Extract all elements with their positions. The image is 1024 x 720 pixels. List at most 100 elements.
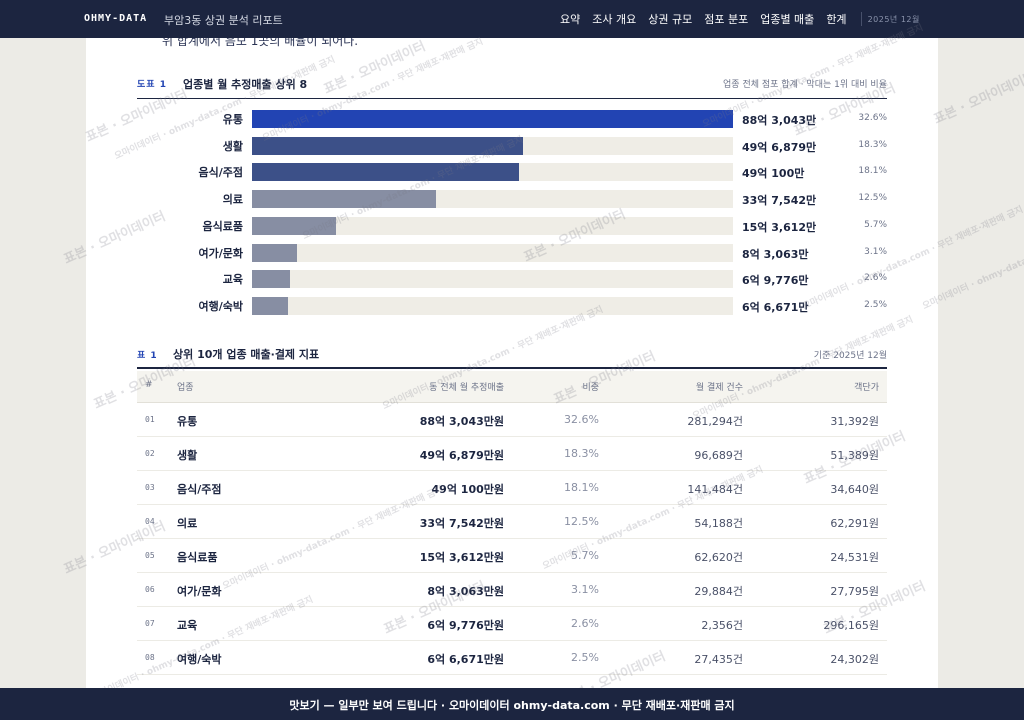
top-nav-bar: OHMY-DATA 부암3동 상권 분석 리포트 요약 조사 개요 상권 규모 … xyxy=(0,0,1024,38)
bar-track xyxy=(252,270,733,288)
bar-track xyxy=(252,110,733,128)
table-row: 08 여행/숙박 6억 6,671만원 2.5% 27,435건 24,302원 xyxy=(137,641,887,675)
share-cell: 32.6% xyxy=(564,413,599,426)
report-date: 2025년 12월 xyxy=(867,14,920,24)
share-cell: 12.5% xyxy=(564,515,599,528)
bar-row: 유통 88억 3,043만 32.6% xyxy=(137,110,887,128)
bar-value-label: 6억 6,671만 xyxy=(742,301,809,314)
bar-category-label: 교육 xyxy=(222,273,243,286)
nav-item-sales-by-industry[interactable]: 업종별 매출 xyxy=(760,13,815,26)
share-cell: 2.6% xyxy=(571,617,599,630)
monthly-sales-cell: 49억 100만원 xyxy=(431,483,504,496)
payment-count-cell: 29,884건 xyxy=(694,585,743,598)
nav-item-market-size[interactable]: 상권 규모 xyxy=(648,13,693,26)
industry-cell: 생활 xyxy=(177,449,198,462)
avg-ticket-cell: 34,640원 xyxy=(830,483,879,496)
bar-category-label: 여행/숙박 xyxy=(198,300,244,313)
report-page: 위 합계에서 음모 1곳의 배율이 되어다. 도표 1 업종별 월 추정매출 상… xyxy=(86,38,938,690)
nav-item-limitations[interactable]: 한계 xyxy=(826,13,847,26)
bar xyxy=(252,190,436,208)
rank-cell: 08 xyxy=(145,653,155,662)
column-header-avg-ticket: 객단가 xyxy=(854,383,879,393)
bar-share-label: 3.1% xyxy=(864,247,887,257)
table-column-headers: # 업종 동 전체 월 추정매출 비중 월 결제 건수 객단가 xyxy=(137,371,887,403)
monthly-sales-cell: 6억 9,776만원 xyxy=(427,619,504,632)
bar-share-label: 5.7% xyxy=(864,220,887,230)
rank-cell: 02 xyxy=(145,449,155,458)
bar-share-label: 18.3% xyxy=(858,140,887,150)
bar-row: 의료 33억 7,542만 12.5% xyxy=(137,190,887,208)
share-cell: 3.1% xyxy=(571,583,599,596)
bar-share-label: 2.5% xyxy=(864,300,887,310)
bar-category-label: 유통 xyxy=(222,113,243,126)
bar-track xyxy=(252,217,733,235)
figure-tag: 도표 1 xyxy=(137,80,167,90)
bar-row: 음식/주점 49억 100만 18.1% xyxy=(137,163,887,181)
payment-count-cell: 27,435건 xyxy=(694,653,743,666)
bar-track xyxy=(252,137,733,155)
figure-note: 업종 전체 점포 합계 · 막대는 1위 대비 비율 xyxy=(723,80,887,90)
nav-divider xyxy=(860,12,862,26)
intro-paragraph-fragment: 위 합계에서 음모 1곳의 배율이 되어다. xyxy=(162,38,359,48)
table-row: 03 음식/주점 49억 100만원 18.1% 141,484건 34,640원 xyxy=(137,471,887,505)
industry-cell: 음식/주점 xyxy=(177,483,222,496)
footer-notice: 맛보기 — 일부만 보여 드립니다 · 오마이데이터 ohmy-data.com… xyxy=(289,699,735,712)
monthly-sales-cell: 88억 3,043만원 xyxy=(419,415,504,428)
avg-ticket-cell: 51,389원 xyxy=(830,449,879,462)
table-row: 07 교육 6억 9,776만원 2.6% 2,356건 296,165원 xyxy=(137,607,887,641)
payment-count-cell: 54,188건 xyxy=(694,517,743,530)
nav-item-survey-overview[interactable]: 조사 개요 xyxy=(592,13,637,26)
rank-cell: 03 xyxy=(145,483,155,492)
column-header-payment-count: 월 결제 건수 xyxy=(695,383,743,393)
nav-item-store-distribution[interactable]: 점포 분포 xyxy=(704,13,749,26)
avg-ticket-cell: 31,392원 xyxy=(830,415,879,428)
brand-logo[interactable]: OHMY-DATA xyxy=(84,13,148,24)
bar-value-label: 88억 3,043만 xyxy=(742,114,817,127)
payment-count-cell: 96,689건 xyxy=(694,449,743,462)
table-row: 04 의료 33억 7,542만원 12.5% 54,188건 62,291원 xyxy=(137,505,887,539)
bar-row: 여행/숙박 6억 6,671만 2.5% xyxy=(137,297,887,315)
table-tag: 표 1 xyxy=(137,351,158,361)
industry-cell: 유통 xyxy=(177,415,198,428)
industry-cell: 여가/문화 xyxy=(177,585,222,598)
rank-cell: 04 xyxy=(145,517,155,526)
rank-cell: 07 xyxy=(145,619,155,628)
monthly-sales-cell: 49억 6,879만원 xyxy=(419,449,504,462)
bar xyxy=(252,217,336,235)
table-row: 02 생활 49억 6,879만원 18.3% 96,689건 51,389원 xyxy=(137,437,887,471)
share-cell: 18.3% xyxy=(564,447,599,460)
avg-ticket-cell: 62,291원 xyxy=(830,517,879,530)
rank-cell: 01 xyxy=(145,415,155,424)
bar xyxy=(252,297,289,315)
bar-row: 음식료품 15억 3,612만 5.7% xyxy=(137,217,887,235)
bar-value-label: 33억 7,542만 xyxy=(742,194,817,207)
preview-footer-banner: 맛보기 — 일부만 보여 드립니다 · 오마이데이터 ohmy-data.com… xyxy=(0,688,1024,720)
bar-track xyxy=(252,190,733,208)
nav-item-summary[interactable]: 요약 xyxy=(560,13,581,26)
table-note: 기준 2025년 12월 xyxy=(813,351,887,361)
payment-count-cell: 281,294건 xyxy=(687,415,743,428)
sales-bar-chart: 유통 88억 3,043만 32.6% 생활 49억 6,879만 18.3% 음식/주점 4… xyxy=(137,110,887,322)
bar-share-label: 12.5% xyxy=(858,193,887,203)
avg-ticket-cell: 24,531원 xyxy=(830,551,879,564)
table-row: 06 여가/문화 8억 3,063만원 3.1% 29,884건 27,795원 xyxy=(137,573,887,607)
section-nav: 요약 조사 개요 상권 규모 점포 분포 업종별 매출 한계 2025년 12월 xyxy=(560,0,920,38)
column-header-industry: 업종 xyxy=(177,383,194,393)
avg-ticket-cell: 296,165원 xyxy=(823,619,879,632)
payment-count-cell: 62,620건 xyxy=(694,551,743,564)
industry-cell: 음식료품 xyxy=(177,551,218,564)
report-title: 부암3동 상권 분석 리포트 xyxy=(164,14,283,27)
bar-category-label: 생활 xyxy=(222,140,243,153)
bar-track xyxy=(252,163,733,181)
share-cell: 2.5% xyxy=(571,651,599,664)
bar-category-label: 음식료품 xyxy=(202,220,243,233)
bar xyxy=(252,270,290,288)
bar xyxy=(252,110,733,128)
monthly-sales-cell: 15억 3,612만원 xyxy=(419,551,504,564)
bar-category-label: 여가/문화 xyxy=(198,247,244,260)
industry-cell: 교육 xyxy=(177,619,198,632)
share-cell: 18.1% xyxy=(564,481,599,494)
monthly-sales-cell: 33억 7,542만원 xyxy=(419,517,504,530)
rank-cell: 05 xyxy=(145,551,155,560)
column-header-share: 비중 xyxy=(582,383,599,393)
